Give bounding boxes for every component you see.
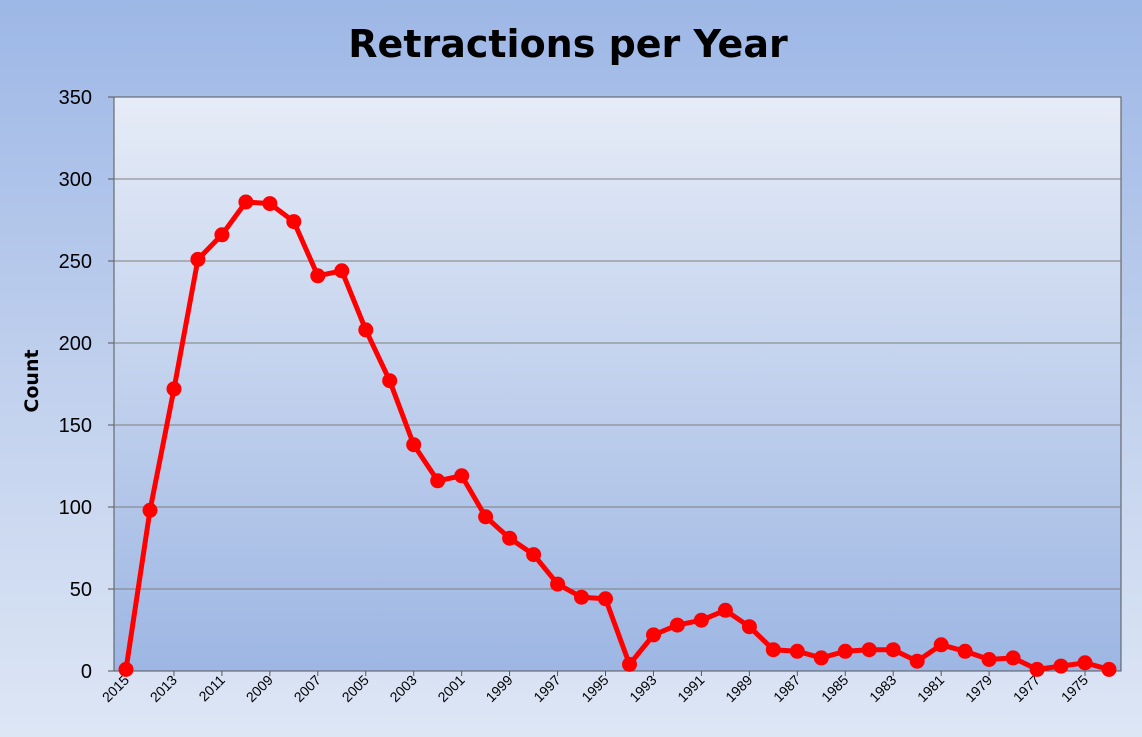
data-point [957,643,973,659]
x-tick-label: 1985 [818,672,851,705]
x-tick-label: 2001 [434,672,467,705]
chart-title: Retractions per Year [348,22,788,66]
data-point [238,194,254,210]
x-tick-label: 1979 [962,672,995,705]
x-tick-label: 1975 [1058,672,1091,705]
data-point [430,473,446,489]
data-point [526,547,542,563]
x-tick-label: 1983 [866,672,899,705]
y-tick-label: 200 [59,333,92,355]
x-tick-label: 1999 [482,672,515,705]
x-tick-label: 1989 [722,672,755,705]
data-point [646,627,661,643]
data-point [693,612,709,628]
data-point [454,468,470,484]
data-point [286,214,302,230]
data-point [358,322,374,338]
x-tick-label: 1981 [914,672,947,705]
y-tick-label: 150 [59,415,92,437]
data-point [813,650,829,666]
data-point [909,653,925,669]
data-point [550,576,566,592]
x-tick-label: 1987 [770,672,803,705]
y-tick-label: 50 [70,579,92,601]
y-axis-ticks: 0 50 100 150 200 250 300 350 [59,87,114,683]
data-point [981,652,997,667]
x-tick-label: 2007 [291,672,324,705]
data-point [622,656,637,672]
y-tick-label: 0 [81,661,92,683]
plot-area [113,96,1122,672]
data-point [1005,650,1021,666]
series-group [118,194,1117,677]
data-point [1077,655,1093,671]
data-point [598,591,613,607]
data-point [741,619,757,635]
x-tick-label: 2011 [195,672,228,705]
data-point [837,643,853,659]
data-point [382,373,398,389]
x-tick-label: 2005 [339,672,372,705]
data-point [190,251,206,267]
x-tick-label: 2003 [386,672,419,705]
data-point [885,642,901,658]
data-point [669,617,685,633]
data-point [118,661,134,677]
data-point [406,437,422,453]
data-point [574,589,589,605]
grid-lines [114,178,1121,590]
data-point [478,509,494,525]
data-point [933,637,949,653]
x-tick-label: 2013 [147,672,180,705]
data-point [214,227,230,243]
data-point [310,268,326,284]
data-point [166,381,182,397]
x-tick-label: 1995 [578,672,611,705]
data-point [142,502,158,518]
data-point [765,642,781,658]
data-point [1029,661,1045,677]
y-tick-label: 250 [59,251,92,273]
y-tick-label: 300 [59,169,92,191]
x-tick-label: 1991 [674,672,707,705]
y-tick-label: 100 [59,497,92,519]
y-axis-label: Count [21,349,43,412]
x-tick-label: 1997 [530,672,563,705]
data-point [1053,658,1069,674]
data-point [262,196,278,212]
x-tick-label: 1993 [626,672,659,705]
data-point [717,602,733,618]
y-tick-label: 350 [59,87,92,109]
data-point [502,530,518,546]
data-point [789,643,805,659]
x-axis-ticks: 2015 2013 2011 2009 2007 2005 2003 2001 1999 1997… [99,671,1091,705]
data-point [861,642,877,658]
data-point [334,263,350,279]
data-point [1101,661,1117,677]
x-tick-label: 2009 [243,672,276,705]
